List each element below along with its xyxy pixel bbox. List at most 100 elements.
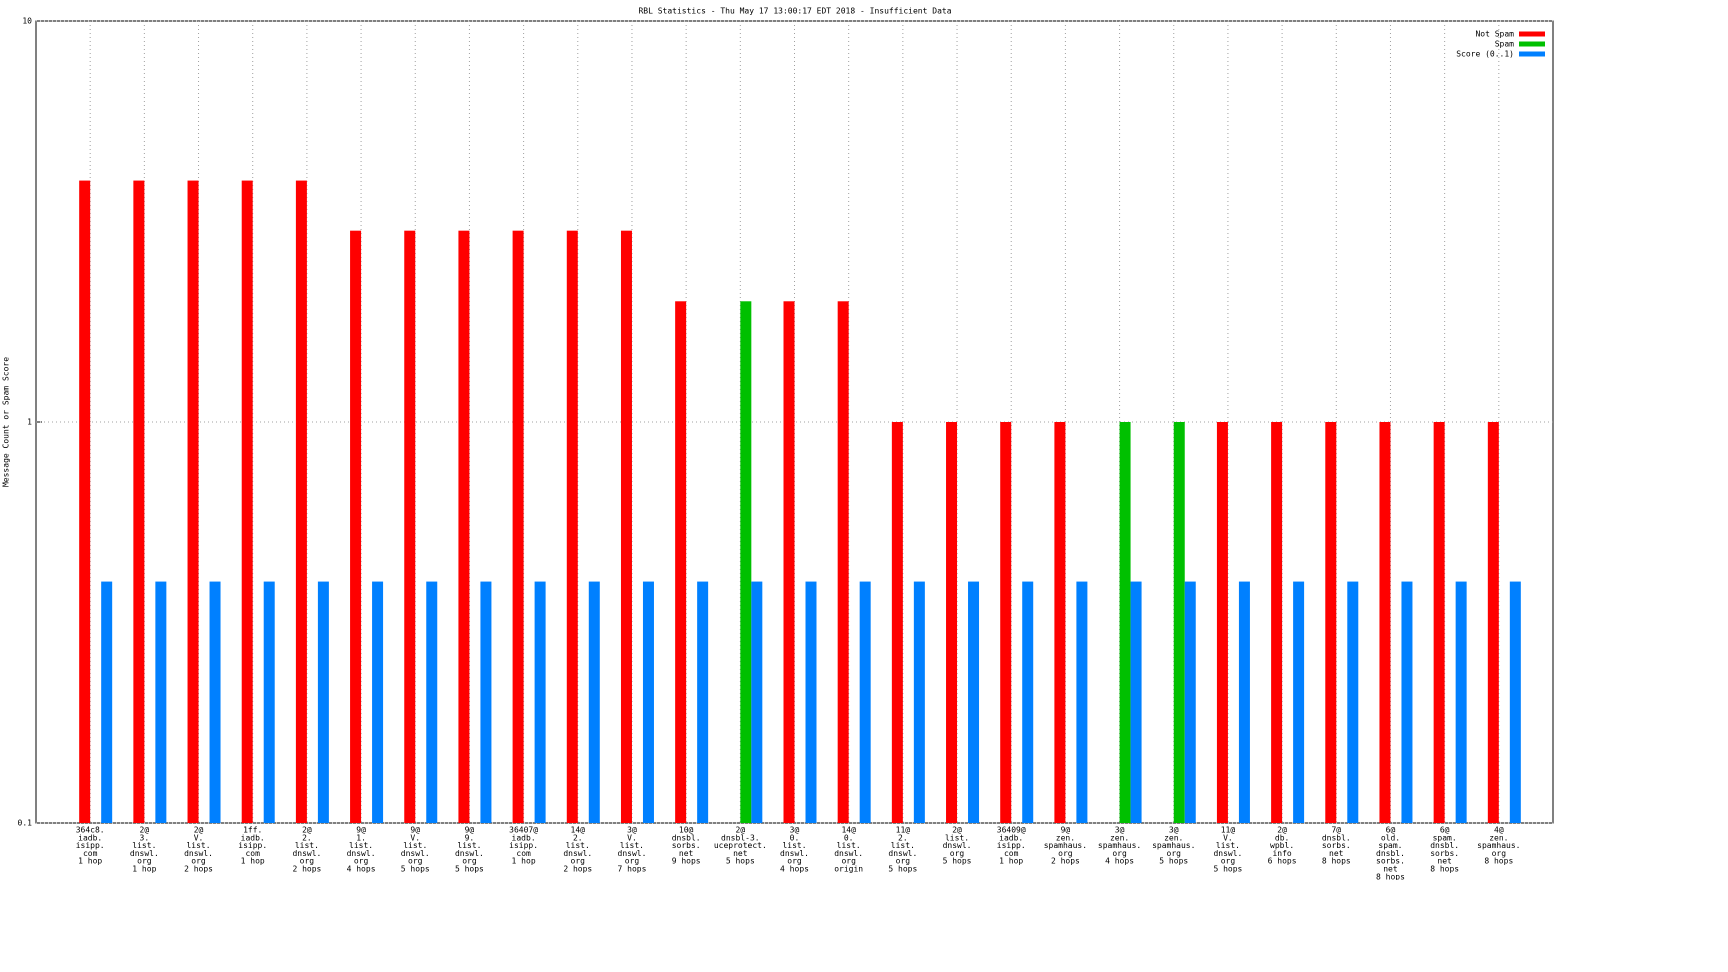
x-tick-label: 8 hops [1430,865,1459,874]
bar [1293,581,1305,823]
x-tick-label: 9@ [1061,826,1071,835]
x-tick-label: dnswl. [618,849,647,858]
x-tick-label: org [300,857,315,866]
x-tick-label: com [1004,849,1019,858]
bar [566,230,578,823]
x-tick-label: org [896,857,911,866]
x-tick-label: spamhaus. [1477,841,1520,850]
x-tick-label: list. [457,841,481,850]
legend-label: Spam [1495,40,1514,49]
x-tick-label: 1 hop [512,857,536,866]
x-tick-label: net [1329,849,1344,858]
x-tick-label: V. [194,833,204,842]
bar [740,301,752,823]
x-tick-label: 6@ [1440,826,1450,835]
bar [101,581,113,823]
x-tick-label: net [1383,865,1398,874]
x-tick-label: 1ff. [243,826,262,835]
x-tick-label: org [841,857,856,866]
x-tick-label: 2 hops [292,865,321,874]
x-tick-label: 8 hops [1376,872,1405,880]
bar [805,581,817,823]
x-tick-label: 2 hops [563,865,592,874]
x-tick-label: 6@ [1386,826,1396,835]
bar [946,422,958,823]
x-tick-label: 2 hops [1051,857,1080,866]
x-tick-label: db. [1275,833,1289,842]
bar [1379,422,1391,823]
x-tick-label: 5 hops [401,865,430,874]
x-tick-label: iadb. [241,833,265,842]
x-tick-label: info [1272,849,1291,858]
bar [783,301,795,823]
x-tick-label: 1 hop [132,865,156,874]
x-tick-label: list. [566,841,590,850]
x-tick-label: org [1167,849,1182,858]
x-tick-label: com [516,849,531,858]
x-tick-label: 2. [573,833,583,842]
x-tick-label: 5 hops [888,865,917,874]
x-tick-label: zen. [1056,833,1075,842]
x-tick-label: list. [132,841,156,850]
x-tick-label: 14@ [571,826,586,835]
bar [1509,581,1521,823]
x-tick-label: org [1492,849,1507,858]
bar [1184,581,1196,823]
bar [697,581,709,823]
x-tick-label: wpbl. [1270,841,1294,850]
bar [751,581,763,823]
bar [372,581,384,823]
x-tick-label: 5 hops [943,857,972,866]
x-tick-label: list. [891,841,915,850]
bar [1347,581,1359,823]
x-tick-label: V. [1223,833,1233,842]
x-tick-label: zen. [1489,833,1508,842]
x-tick-label: 10@ [679,826,694,835]
x-tick-label: list. [1216,841,1240,850]
x-tick-label: 3. [140,833,150,842]
x-tick-label: zen. [1110,833,1129,842]
x-tick-label: list. [782,841,806,850]
x-tick-label: org [137,857,152,866]
bar [1054,422,1066,823]
bar [512,230,524,823]
y-tick-label: 10 [22,17,32,26]
bar [350,230,362,823]
x-tick-label: 2@ [736,826,746,835]
x-tick-label: org [462,857,477,866]
x-tick-label: 6 hops [1268,857,1297,866]
x-tick-label: net [679,849,694,858]
x-tick-label: 364c8. [76,826,105,835]
x-tick-label: spamhaus. [1044,841,1087,850]
bar [859,581,871,823]
x-tick-label: org [1112,849,1127,858]
x-tick-label: dnsbl-3. [721,833,760,842]
bar [1216,422,1228,823]
chart: RBL Statistics - Thu May 17 13:00:17 EDT… [2,7,1554,880]
x-tick-label: spam. [1378,841,1402,850]
x-tick-label: dnswl. [780,849,809,858]
x-tick-label: com [245,849,260,858]
x-tick-label: dnswl. [184,849,213,858]
x-tick-label: iadb. [512,833,536,842]
x-tick-label: 5 hops [1213,865,1242,874]
legend-label: Not Spam [1475,30,1514,39]
bar [1076,581,1088,823]
bar [675,301,687,823]
x-tick-label: origin [834,865,863,874]
bar [155,581,167,823]
x-tick-label: 36409@ [997,826,1026,835]
x-tick-label: 9@ [465,826,475,835]
x-tick-label: 4@ [1494,826,1504,835]
x-tick-label: 2 hops [184,865,213,874]
bar [837,301,849,823]
x-tick-label: 4 hops [780,865,809,874]
x-tick-label: dnswl. [834,849,863,858]
x-tick-label: 7 hops [618,865,647,874]
y-tick-label: 1 [27,418,32,427]
x-tick-label: 4 hops [1105,857,1134,866]
x-tick-label: 2. [302,833,312,842]
x-tick-label: 2@ [302,826,312,835]
x-tick-label: old. [1381,833,1400,842]
x-tick-label: com [83,849,98,858]
